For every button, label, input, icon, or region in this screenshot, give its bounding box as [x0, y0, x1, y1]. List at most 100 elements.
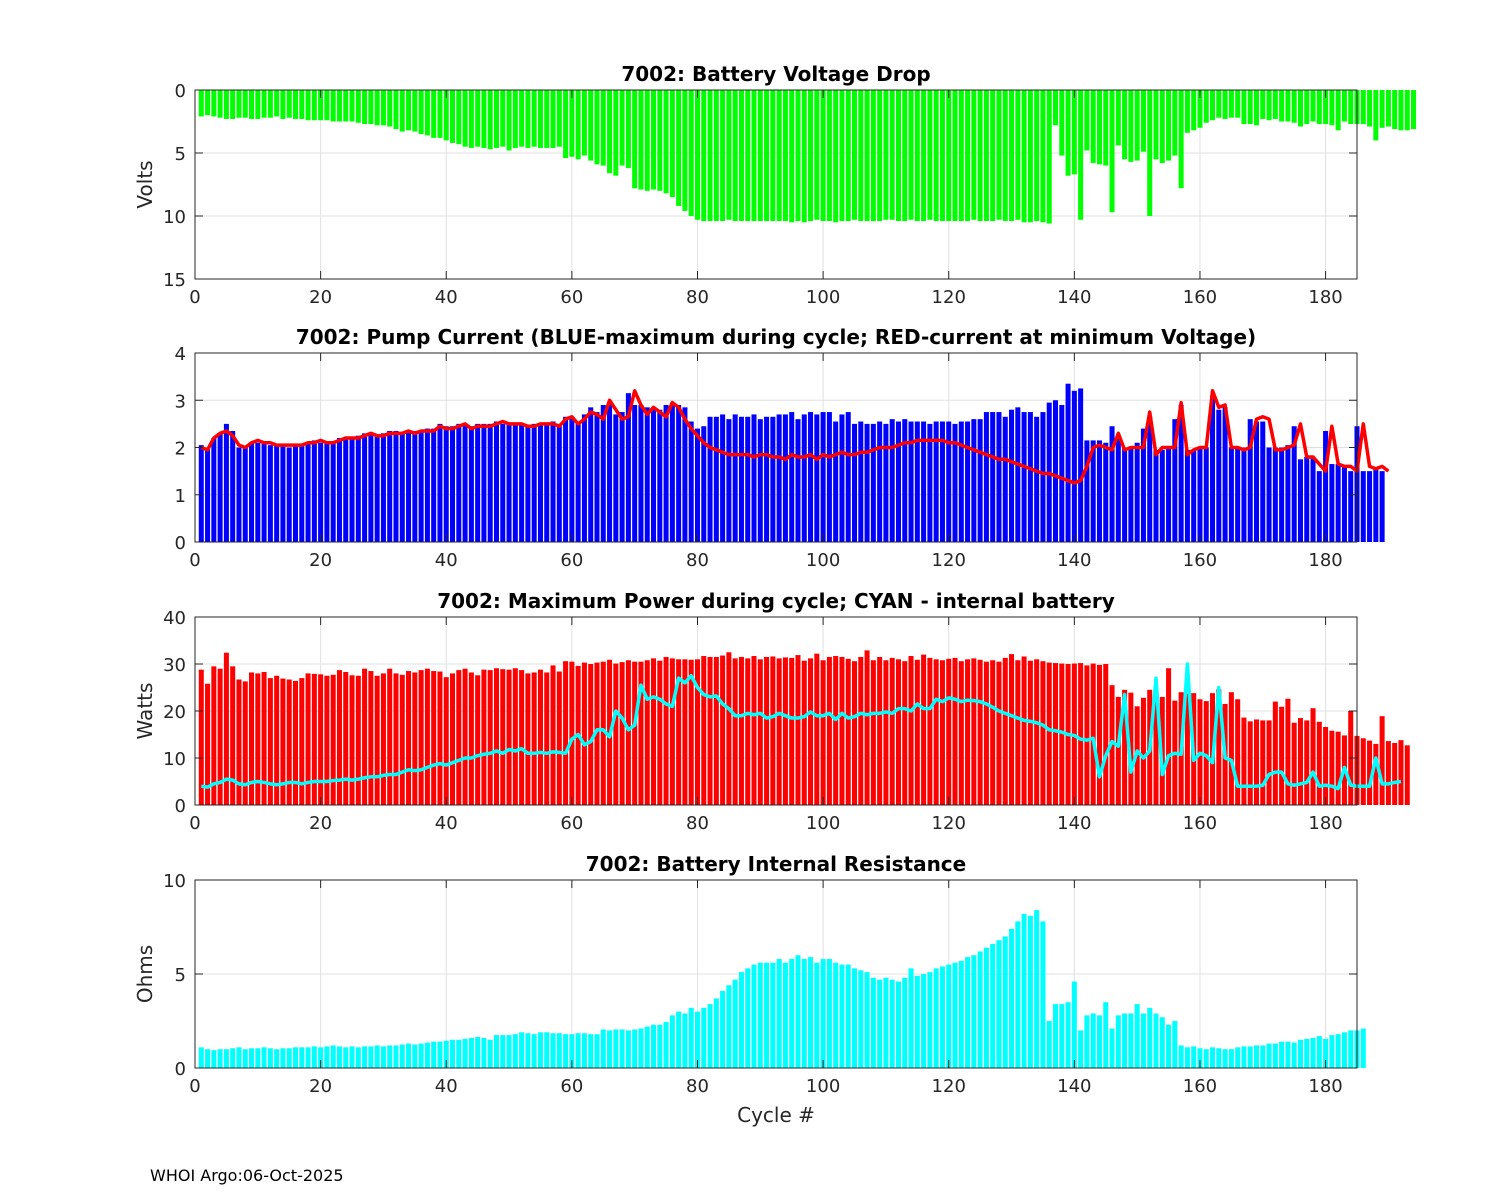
- current-max-bar: [870, 423, 876, 543]
- resistance-bar: [939, 966, 945, 1068]
- current-max-bar: [292, 445, 298, 542]
- resistance-bar: [1197, 1048, 1203, 1068]
- current-max-bar: [1090, 440, 1096, 542]
- voltage-xtick-label: 140: [1057, 287, 1091, 308]
- voltage-bar: [1266, 90, 1272, 121]
- current-max-bar: [858, 421, 864, 542]
- current-max-bar: [814, 414, 820, 542]
- voltage-bar: [1059, 90, 1065, 156]
- current-max-bar: [751, 414, 757, 542]
- voltage-bar: [588, 90, 594, 161]
- resistance-bar: [1235, 1047, 1241, 1068]
- power-max-bar: [236, 679, 242, 805]
- resistance-bar: [205, 1049, 211, 1068]
- power-max-bar: [581, 662, 587, 805]
- current-max-bar: [1260, 421, 1266, 542]
- resistance-bar: [531, 1034, 537, 1068]
- voltage-bar: [1040, 90, 1046, 223]
- voltage-panel: 0 20 40 60 80 100 120 140 160 180 0 5 10 15 7002: Batt…: [133, 62, 1417, 308]
- voltage-bar: [1078, 90, 1084, 220]
- voltage-ylabel: Volts: [133, 160, 157, 208]
- resistance-bar: [588, 1034, 594, 1068]
- current-max-bar: [770, 416, 776, 542]
- current-max-bar: [864, 423, 870, 543]
- current-max-bar: [1134, 442, 1140, 542]
- power-xtick-label: 100: [806, 813, 840, 834]
- voltage-bar: [468, 90, 474, 148]
- current-max-bar: [1335, 464, 1341, 542]
- power-max-bar: [694, 659, 700, 805]
- resistance-bar: [927, 972, 933, 1068]
- power-max-bar: [1040, 661, 1046, 805]
- power-max-bar: [776, 658, 782, 805]
- resistance-bar: [280, 1048, 286, 1068]
- resistance-bar: [324, 1046, 330, 1068]
- voltage-bar: [1398, 90, 1404, 131]
- current-max-bar: [406, 430, 412, 542]
- current-max-bar: [217, 433, 223, 542]
- power-max-bar: [826, 656, 832, 805]
- resistance-bar: [1260, 1045, 1266, 1068]
- resistance-bar: [198, 1047, 204, 1068]
- voltage-xtick-label: 80: [686, 287, 709, 308]
- power-max-bar: [1253, 719, 1260, 805]
- resistance-bar: [456, 1039, 462, 1068]
- current-max-bar: [1323, 430, 1329, 542]
- resistance-bar: [1360, 1028, 1366, 1068]
- current-max-bar: [1279, 447, 1285, 542]
- power-max-bar: [1059, 663, 1065, 805]
- voltage-xtick-label: 60: [560, 287, 583, 308]
- resistance-xtick-label: 100: [806, 1076, 840, 1097]
- power-max-bar: [406, 671, 412, 805]
- current-max-bar: [493, 421, 499, 542]
- voltage-bar: [883, 90, 889, 220]
- current-max-bar: [399, 433, 405, 542]
- current-max-bar: [839, 414, 845, 542]
- power-max-bar: [519, 670, 525, 805]
- current-max-bar: [481, 423, 487, 543]
- voltage-bar: [1260, 90, 1266, 119]
- power-max-bar: [845, 658, 851, 805]
- resistance-bar: [1002, 936, 1008, 1068]
- resistance-bar: [1348, 1030, 1354, 1068]
- resistance-bar: [299, 1047, 305, 1068]
- power-max-bar: [852, 661, 858, 805]
- resistance-bar: [1241, 1046, 1247, 1068]
- voltage-bar: [971, 90, 977, 220]
- voltage-bar: [751, 90, 757, 222]
- power-ytick-label: 10: [163, 749, 186, 770]
- voltage-bar: [757, 90, 763, 222]
- resistance-bar: [632, 1029, 638, 1068]
- power-max-bar: [1235, 699, 1241, 805]
- voltage-bar: [776, 90, 782, 222]
- current-max-bar: [318, 442, 324, 542]
- voltage-bar: [1009, 90, 1015, 222]
- voltage-bar: [826, 90, 832, 222]
- resistance-bar: [914, 975, 920, 1068]
- footer-label: WHOI Argo:06-Oct-2025: [150, 1166, 344, 1185]
- voltage-bar: [1027, 90, 1033, 223]
- voltage-bar: [393, 90, 399, 130]
- current-ytick-label: 4: [175, 344, 186, 365]
- power-max-bar: [1260, 720, 1266, 805]
- power-xtick-label: 40: [435, 813, 458, 834]
- current-max-bar: [764, 416, 770, 542]
- voltage-bar: [1241, 90, 1247, 125]
- current-max-bar: [701, 426, 707, 542]
- voltage-bar: [525, 90, 531, 148]
- resistance-bar: [1335, 1034, 1341, 1068]
- power-max-bar: [927, 657, 933, 805]
- power-max-bar: [563, 661, 569, 805]
- current-max-bar: [801, 414, 807, 542]
- current-max-bar: [757, 419, 763, 542]
- voltage-bar: [305, 90, 311, 121]
- resistance-bar: [613, 1029, 619, 1068]
- voltage-bar: [544, 90, 550, 148]
- voltage-bar: [1065, 90, 1071, 176]
- current-max-bar: [336, 438, 342, 542]
- current-max-bar: [1015, 407, 1021, 542]
- voltage-bar: [732, 90, 738, 222]
- current-max-bar: [387, 430, 393, 542]
- power-max-bar: [921, 654, 927, 805]
- resistance-bar: [870, 977, 876, 1068]
